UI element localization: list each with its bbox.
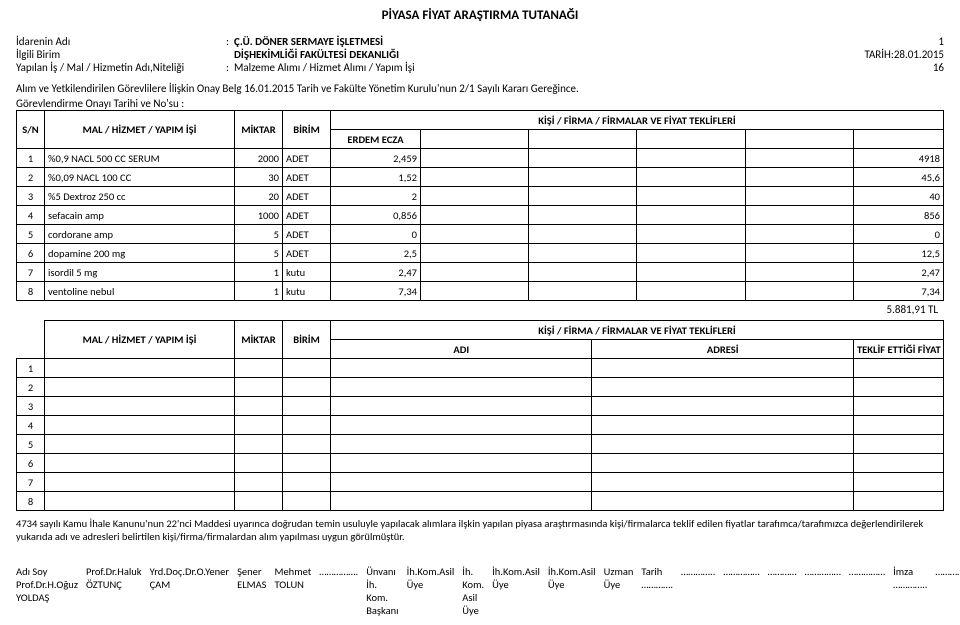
signature-cell: Ünvanı İh. Kom. Başkanı: [366, 565, 406, 617]
table-row: 1: [17, 359, 944, 378]
table-row: 1%0,9 NACL 500 CC SERUM2000ADET2,4594918: [17, 149, 944, 168]
firm-1: ERDEM ECZA: [331, 130, 421, 149]
col-teklif-hdr: KİŞİ / FİRMA / FİRMALAR VE FİYAT TEKLİFL…: [331, 111, 944, 130]
signature-cell: ……………: [723, 565, 767, 617]
signature-cell: İmza …………..: [893, 565, 935, 617]
table-row: 4sefacain amp1000ADET0,856856: [17, 206, 944, 225]
idare-value: Ç.Ü. DÖNER SERMAYE İŞLETMESİ: [234, 35, 383, 48]
table-row: 5cordorane amp5ADET00: [17, 225, 944, 244]
signature-cell: …………: [768, 565, 805, 617]
col2-miktar: MİKTAR: [235, 321, 283, 359]
signature-cell: Adı Soy Prof.Dr.H.Oğuz YOLDAŞ: [16, 565, 86, 617]
signature-cell: Şener ELMAS: [237, 565, 274, 617]
signature-cell: …………….: [935, 565, 960, 617]
signature-cell: İh. Kom. Asil Üye: [462, 565, 492, 617]
is-label: Yapılan İş / Mal / Hizmetin Adı,Niteliği: [16, 61, 226, 74]
col2-adi: ADI: [331, 340, 592, 359]
total-value: 5.881,91 TL: [16, 303, 944, 316]
table-row: 2: [17, 378, 944, 397]
table-row: 6dopamine 200 mg5ADET2,512,5: [17, 244, 944, 263]
signature-block: Adı Soy Prof.Dr.H.Oğuz YOLDAŞProf.Dr.Hal…: [16, 565, 944, 617]
col2-teklif: TEKLİF ETTİĞİ FİYAT: [853, 340, 943, 359]
is-right: 16: [933, 61, 944, 74]
table-row: 8: [17, 492, 944, 511]
price-table-2: MAL / HİZMET / YAPIM İŞİ MİKTAR BİRİM Kİ…: [16, 320, 944, 511]
table-row: 5: [17, 435, 944, 454]
signature-cell: Mehmet TOLUN: [274, 565, 319, 617]
footer-note: 4734 sayılı Kamu İhale Kanunu'nun 22'nci…: [16, 517, 944, 543]
idare-right: 1: [938, 35, 944, 48]
page-title: PİYASA FİYAT ARAŞTIRMA TUTANAĞI: [16, 8, 944, 23]
table-row: 6: [17, 454, 944, 473]
table-row: 7: [17, 473, 944, 492]
col2-mal: MAL / HİZMET / YAPIM İŞİ: [45, 321, 235, 359]
col-birim: BİRİM: [283, 111, 331, 149]
gorev-line: Görevlendirme Onayı Tarihi ve No'su :: [16, 97, 944, 110]
col2-birim: BİRİM: [283, 321, 331, 359]
table-row: 2%0,09 NACL 100 CC30ADET1,5245,6: [17, 168, 944, 187]
signature-cell: Tarih ………….: [641, 565, 681, 617]
is-value: Malzeme Alımı / Hizmet Alımı / Yapım İşi: [234, 61, 415, 74]
signature-cell: …………….: [319, 565, 366, 617]
signature-cell: ……………: [805, 565, 849, 617]
idare-label: İdarenin Adı: [16, 35, 226, 48]
table-row: 3: [17, 397, 944, 416]
signature-cell: İh.Kom.Asil Üye: [492, 565, 548, 617]
signature-cell: İh.Kom.Asil Üye: [548, 565, 604, 617]
signature-cell: …………..: [681, 565, 723, 617]
col2-adresi: ADRESİ: [592, 340, 853, 359]
table-row: 8ventoline nebul1kutu7,347,34: [17, 282, 944, 301]
onay-line: Alım ve Yetkilendirilen Görevlilere İliş…: [16, 82, 944, 95]
table-row: 4: [17, 416, 944, 435]
table-row: 7isordil 5 mg1kutu2,472,47: [17, 263, 944, 282]
col-mal: MAL / HİZMET / YAPIM İŞİ: [45, 111, 235, 149]
signature-cell: Yrd.Doç.Dr.O.Yener ÇAM: [150, 565, 237, 617]
date-right: TARİH:28.01.2015: [864, 48, 944, 61]
table-row: 3%5 Dextroz 250 cc20ADET240: [17, 187, 944, 206]
birim-value: DİŞHEKİMLİĞİ FAKÜLTESİ DEKANLIĞI: [234, 48, 399, 61]
signature-cell: İh.Kom.Asil Üye: [407, 565, 463, 617]
price-table-1: S/N MAL / HİZMET / YAPIM İŞİ MİKTAR BİRİ…: [16, 110, 944, 301]
col2-teklif-hdr: KİŞİ / FİRMA / FİRMALAR VE FİYAT TEKLİFL…: [331, 321, 944, 340]
birim-label: İlgili Birim: [16, 48, 226, 61]
signature-cell: Prof.Dr.Haluk ÖZTUNÇ: [86, 565, 150, 617]
col-miktar: MİKTAR: [235, 111, 283, 149]
col-sn: S/N: [17, 111, 45, 149]
header-block: İdarenin Adı : Ç.Ü. DÖNER SERMAYE İŞLETM…: [16, 35, 944, 74]
signature-cell: Uzman Üye: [604, 565, 642, 617]
signature-cell: ……………: [849, 565, 893, 617]
